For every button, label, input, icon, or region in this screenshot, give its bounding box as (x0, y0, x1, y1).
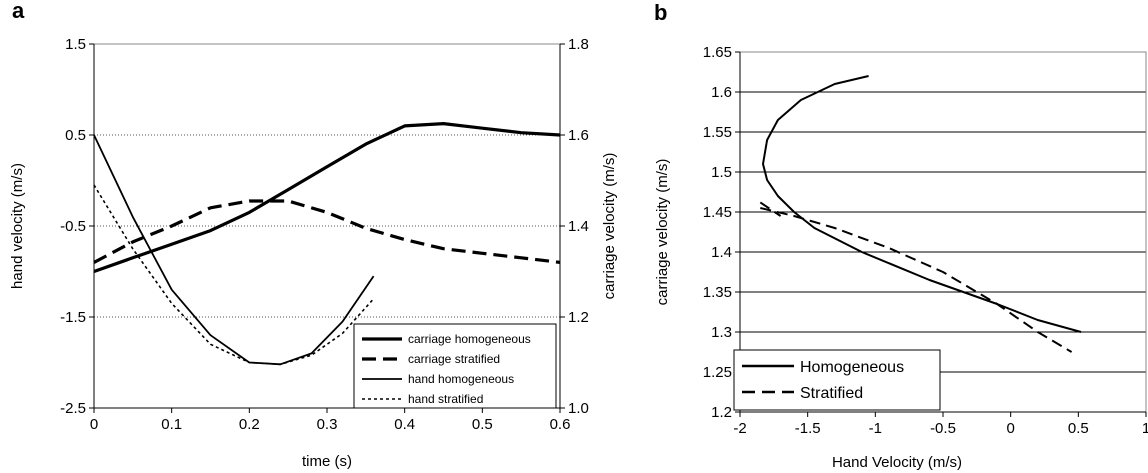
panel-a-x-tick-label: 0.2 (239, 416, 260, 433)
panel-a-x-tick-label: 0 (90, 416, 98, 433)
panel-a-y-tick-label: -2.5 (60, 400, 86, 417)
panel-b-y-tick-label: 1.5 (711, 164, 732, 181)
panel-b-y-tick-label: 1.45 (703, 204, 732, 221)
panel-a-legend-label: carriage homogeneous (408, 332, 531, 346)
panel-b-x-tick-label: -1.5 (795, 420, 821, 437)
panel-b-x-tick-label: -1 (869, 420, 882, 437)
panel-a-x-tick-label: 0.4 (394, 416, 415, 433)
panel-a-series-line-carriage-homogeneous (93, 122, 561, 274)
panel-a-y2-tick-label: 1.6 (568, 127, 589, 144)
panel-a-legend-label: hand stratified (408, 392, 483, 406)
panel-b-x-tick-label: 0 (1006, 420, 1014, 437)
panel-b-legend-label: Stratified (800, 385, 863, 402)
panel-a-x-tick-label: 0.5 (472, 416, 493, 433)
panel-a-series-line-hand-homogeneous (93, 134, 375, 366)
panel-a-series (93, 122, 561, 366)
panel-a-y2-tick-label: 1.0 (568, 400, 589, 417)
panel-a-y-tick-label: 1.5 (65, 36, 86, 53)
panel-a-y-axis-label: hand velocity (m/s) (9, 163, 26, 289)
panel-a-y2-axis-label: carriage velocity (m/s) (601, 153, 618, 300)
panel-a-y-tick-label: -1.5 (60, 309, 86, 326)
panel-b-legend-label: Homogeneous (800, 359, 904, 376)
panel-b-legend-box (733, 349, 941, 411)
panel-b: b 1.2 1.25 1.3 1.35 1.4 1.45 1.5 1.55 1.6 1.65 -2 -… (654, 0, 1148, 471)
panel-b-x-tick-label: -2 (733, 420, 746, 437)
panel-b-series-line-homogeneous (762, 75, 1082, 333)
panel-a-x-tick-label: 0.3 (317, 416, 338, 433)
panel-a: a -2.5 -1.5 -0.5 0.5 1.5 1.0 1.2 1.4 1.6 1.8 0 0.1 0… (9, 0, 618, 470)
panel-a-axes: -2.5 -1.5 -0.5 0.5 1.5 1.0 1.2 1.4 1.6 1.8 0 0.1 0.2… (60, 36, 589, 433)
panel-b-y-tick-label: 1.65 (703, 44, 732, 61)
panel-a-x-tick-label: 0.1 (161, 416, 182, 433)
panel-b-y-tick-label: 1.3 (711, 324, 732, 341)
panel-a-legend-label: hand homogeneous (408, 372, 514, 386)
panel-b-y-tick-label: 1.25 (703, 364, 732, 381)
panel-b-axes: 1.2 1.25 1.3 1.35 1.4 1.45 1.5 1.55 1.6 1.65 -2 -1.… (703, 44, 1148, 437)
panel-b-y-tick-label: 1.4 (711, 244, 732, 261)
panel-a-x-axis-label: time (s) (302, 453, 352, 470)
panel-b-y-tick-label: 1.35 (703, 284, 732, 301)
panel-b-label: b (654, 0, 667, 25)
panel-a-y2-tick-label: 1.4 (568, 218, 589, 235)
panel-a-y-tick-label: -0.5 (60, 218, 86, 235)
panel-b-y-tick-label: 1.6 (711, 84, 732, 101)
panel-b-x-tick-label: 1 (1142, 420, 1148, 437)
panel-a-label: a (12, 0, 25, 23)
panel-b-x-axis-label: Hand Velocity (m/s) (832, 454, 962, 471)
panel-b-series-line-stratified (760, 207, 1073, 353)
panel-b-x-tick-label: -0.5 (930, 420, 956, 437)
panel-a-y2-tick-label: 1.2 (568, 309, 589, 326)
panel-a-series-line-hand-stratified (93, 184, 375, 366)
panel-a-legend: carriage homogeneous carriage stratified h… (353, 323, 557, 409)
panel-b-y-tick-label: 1.2 (711, 404, 732, 421)
panel-b-x-tick-label: 0.5 (1068, 420, 1089, 437)
panel-a-x-tick-label: 0.6 (550, 416, 571, 433)
panel-a-y2-tick-label: 1.8 (568, 36, 589, 53)
panel-a-legend-label: carriage stratified (408, 352, 500, 366)
panel-b-series-line-stratified-tail (759, 201, 782, 217)
panel-a-y-tick-label: 0.5 (65, 127, 86, 144)
panel-b-y-tick-label: 1.55 (703, 124, 732, 141)
panel-b-series (759, 75, 1082, 353)
panel-b-legend: Homogeneous Stratified (733, 349, 941, 411)
panel-b-y-axis-label: carriage velocity (m/s) (654, 159, 671, 306)
panel-a-series-line-carriage-stratified (93, 199, 561, 264)
